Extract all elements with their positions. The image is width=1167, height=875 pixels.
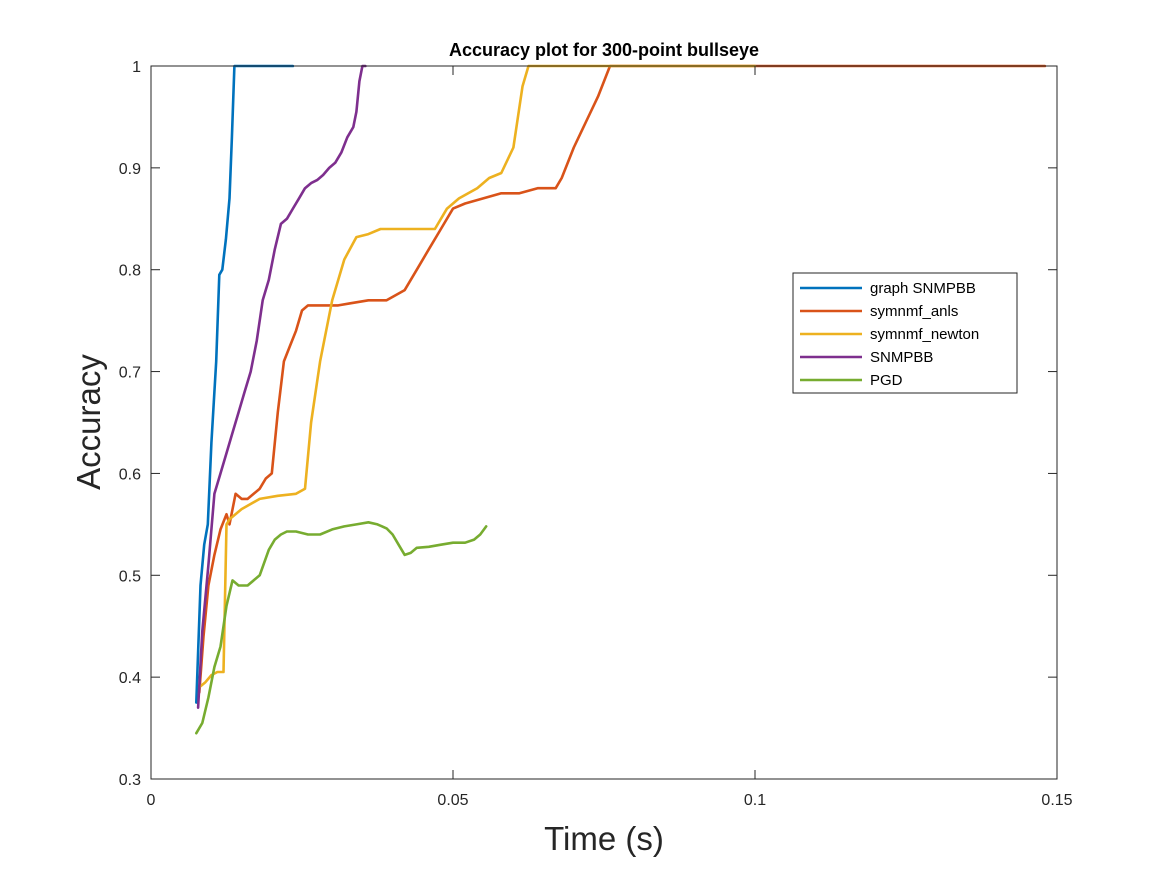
- x-axis-label: Time (s): [544, 820, 664, 857]
- x-tick-label: 0.05: [437, 792, 468, 809]
- legend-label: symnmf_anls: [870, 303, 958, 320]
- y-tick-label: 0.9: [119, 161, 141, 178]
- y-axis-ticks: 0.3 0.4 0.5 0.6 0.7 0.8 0.9 1: [119, 59, 1057, 789]
- x-tick-label: 0.1: [744, 792, 766, 809]
- y-tick-label: 0.6: [119, 466, 141, 483]
- legend-label: symnmf_newton: [870, 326, 979, 343]
- series-line-2: [198, 64, 757, 689]
- y-axis-label: Accuracy: [70, 354, 107, 490]
- y-tick-label: 0.5: [119, 568, 141, 585]
- legend-label: SNMPBB: [870, 349, 933, 366]
- y-tick-label: 0.7: [119, 365, 141, 382]
- x-axis-ticks: 0 0.05 0.1 0.15: [147, 66, 1073, 809]
- x-tick-label: 0: [147, 792, 156, 809]
- plot-frame: [150, 65, 1058, 780]
- chart-title: Accuracy plot for 300-point bullseye: [449, 40, 759, 60]
- series-line-3: [196, 64, 367, 710]
- y-tick-label: 0.4: [119, 670, 141, 687]
- x-tick-label: 0.15: [1041, 792, 1072, 809]
- legend-label: PGD: [870, 372, 903, 389]
- y-tick-label: 1: [132, 59, 141, 76]
- legend: graph SNMPBB symnmf_anls symnmf_newton SNMP…: [792, 272, 1018, 394]
- series-line-1: [198, 64, 1047, 694]
- series-line-4: [195, 520, 488, 735]
- y-tick-label: 0.3: [119, 772, 141, 789]
- legend-label: graph SNMPBB: [870, 280, 976, 297]
- y-tick-label: 0.8: [119, 263, 141, 280]
